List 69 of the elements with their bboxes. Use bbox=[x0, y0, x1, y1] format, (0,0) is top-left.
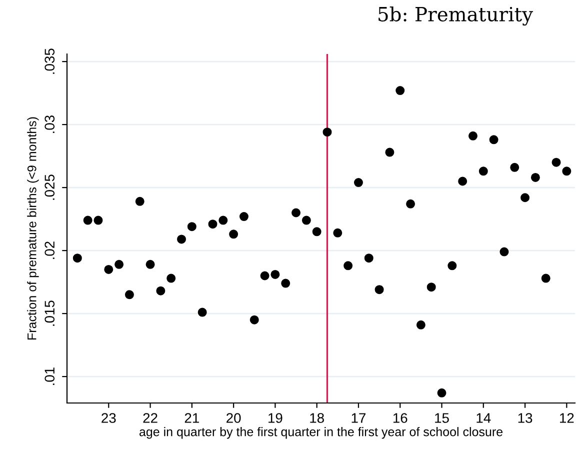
point bbox=[260, 271, 270, 280]
point bbox=[250, 315, 259, 324]
x-tick-label: 21 bbox=[184, 413, 199, 423]
point bbox=[187, 222, 196, 232]
point bbox=[94, 216, 103, 225]
point bbox=[510, 162, 520, 172]
point bbox=[385, 148, 394, 157]
point bbox=[396, 86, 405, 96]
point bbox=[292, 208, 301, 218]
x-tick-label: 12 bbox=[560, 413, 574, 423]
point bbox=[114, 260, 124, 269]
point bbox=[72, 254, 82, 263]
x-tick-label: 16 bbox=[393, 413, 408, 423]
y-tick-label: .035 bbox=[44, 48, 55, 74]
x-tick-label: 13 bbox=[518, 413, 532, 423]
x-axis-title: age in quarter by the first quarter in the first year of school closure bbox=[140, 427, 502, 439]
point bbox=[530, 172, 540, 182]
point bbox=[83, 216, 92, 225]
x-tick-label: 20 bbox=[226, 413, 241, 423]
y-tick-label: .025 bbox=[44, 174, 55, 200]
x-tick-label: 18 bbox=[310, 413, 324, 423]
point bbox=[489, 135, 498, 144]
point bbox=[177, 234, 186, 244]
y-tick-label: .015 bbox=[44, 300, 55, 326]
point bbox=[468, 131, 478, 140]
point bbox=[448, 261, 457, 270]
y-tick-label: .01 bbox=[44, 368, 55, 385]
point bbox=[344, 261, 353, 270]
point bbox=[458, 176, 468, 186]
point bbox=[437, 388, 446, 398]
point bbox=[426, 282, 436, 292]
point bbox=[104, 264, 114, 274]
point bbox=[552, 158, 561, 167]
x-tick-label: 19 bbox=[268, 413, 282, 423]
point bbox=[312, 227, 322, 236]
point bbox=[135, 196, 144, 206]
x-tick-label: 23 bbox=[102, 413, 116, 423]
x-tick-label: 22 bbox=[143, 413, 158, 423]
x-tick-label: 17 bbox=[352, 413, 366, 423]
point bbox=[229, 230, 238, 239]
point bbox=[239, 212, 248, 222]
point bbox=[364, 254, 374, 263]
point bbox=[541, 274, 550, 283]
point bbox=[198, 308, 207, 317]
point bbox=[406, 199, 416, 208]
point bbox=[166, 274, 176, 283]
point bbox=[520, 193, 530, 202]
point bbox=[302, 216, 311, 225]
point bbox=[281, 278, 290, 288]
point bbox=[562, 166, 572, 176]
point bbox=[322, 128, 332, 137]
point bbox=[208, 220, 218, 229]
point bbox=[416, 320, 426, 330]
y-tick-label: .03 bbox=[44, 116, 55, 133]
y-tick-label: .02 bbox=[44, 242, 55, 259]
point bbox=[156, 286, 166, 296]
point bbox=[218, 216, 228, 225]
point bbox=[374, 285, 384, 294]
point bbox=[500, 247, 509, 256]
x-tick-label: 15 bbox=[435, 413, 449, 423]
point bbox=[124, 290, 134, 300]
point bbox=[354, 178, 363, 188]
chart-title: 5b: Prematurity bbox=[378, 6, 533, 26]
x-tick-label: 14 bbox=[476, 413, 491, 423]
point bbox=[146, 260, 155, 269]
point bbox=[478, 166, 488, 176]
point bbox=[270, 270, 280, 279]
point bbox=[333, 228, 342, 238]
y-axis-title: Fraction of premature births (<9 months) bbox=[27, 117, 39, 340]
